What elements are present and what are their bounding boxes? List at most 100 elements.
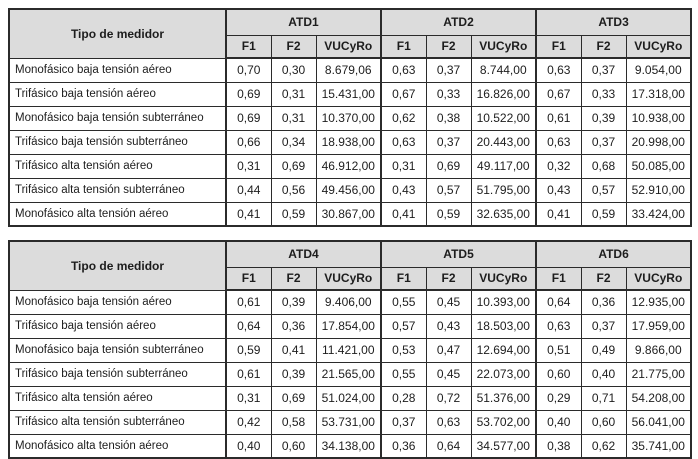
value-cell: 56.041,00 bbox=[625, 409, 692, 435]
value-cell: 0,67 bbox=[535, 81, 582, 107]
row-label: Trifásico baja tensión aéreo bbox=[8, 313, 227, 339]
sub-header-atd6-vucyro: VUCyRo bbox=[625, 266, 692, 291]
row-label: Monofásico alta tensión aéreo bbox=[8, 433, 227, 459]
value-cell: 0,53 bbox=[380, 337, 427, 363]
table-row: Monofásico baja tensión aéreo 0,61 0,39 9.4… bbox=[8, 289, 692, 315]
value-cell: 8.679,06 bbox=[315, 57, 382, 83]
value-cell: 12.935,00 bbox=[625, 289, 692, 315]
value-cell: 51.795,00 bbox=[470, 177, 537, 203]
value-cell: 50.085,00 bbox=[625, 153, 692, 179]
value-cell: 30.867,00 bbox=[315, 201, 382, 227]
value-cell: 0,39 bbox=[270, 289, 317, 315]
value-cell: 21.565,00 bbox=[315, 361, 382, 387]
value-cell: 9.054,00 bbox=[625, 57, 692, 83]
value-cell: 0,57 bbox=[425, 177, 472, 203]
value-cell: 0,41 bbox=[270, 337, 317, 363]
value-cell: 16.826,00 bbox=[470, 81, 537, 107]
row-label: Trifásico alta tensión aéreo bbox=[8, 385, 227, 411]
row-label: Trifásico alta tensión aéreo bbox=[8, 153, 227, 179]
value-cell: 0,28 bbox=[380, 385, 427, 411]
value-cell: 0,43 bbox=[380, 177, 427, 203]
value-cell: 0,69 bbox=[425, 153, 472, 179]
sub-header-atd2-vucyro: VUCyRo bbox=[470, 34, 537, 59]
row-label: Trifásico alta tensión subterráneo bbox=[8, 409, 227, 435]
value-cell: 0,60 bbox=[580, 409, 627, 435]
value-cell: 0,56 bbox=[270, 177, 317, 203]
value-cell: 18.503,00 bbox=[470, 313, 537, 339]
value-cell: 0,36 bbox=[270, 313, 317, 339]
value-cell: 0,37 bbox=[580, 57, 627, 83]
sub-header-atd4-f1: F1 bbox=[225, 266, 272, 291]
row-label: Monofásico baja tensión subterráneo bbox=[8, 105, 227, 131]
value-cell: 9.866,00 bbox=[625, 337, 692, 363]
table-row: Trifásico alta tensión subterráneo 0,44 0,… bbox=[8, 177, 692, 203]
value-cell: 0,37 bbox=[425, 129, 472, 155]
group-header-atd2: ATD2 bbox=[380, 8, 537, 36]
value-cell: 0,39 bbox=[270, 361, 317, 387]
value-cell: 0,43 bbox=[425, 313, 472, 339]
value-cell: 0,37 bbox=[580, 129, 627, 155]
value-cell: 0,59 bbox=[580, 201, 627, 227]
table-row: Trifásico baja tensión aéreo 0,64 0,36 17.8… bbox=[8, 313, 692, 339]
row-label: Monofásico baja tensión aéreo bbox=[8, 57, 227, 83]
value-cell: 0,40 bbox=[580, 361, 627, 387]
value-cell: 0,68 bbox=[580, 153, 627, 179]
value-cell: 0,61 bbox=[225, 289, 272, 315]
value-cell: 0,41 bbox=[380, 201, 427, 227]
row-label: Trifásico baja tensión subterráneo bbox=[8, 361, 227, 387]
meter-table-atd4-6: Tipo de medidor ATD4 ATD5 ATD6 F1 F2 VUCyRo F1 F… bbox=[8, 240, 693, 459]
value-cell: 0,41 bbox=[225, 201, 272, 227]
table-row: Trifásico alta tensión subterráneo 0,42 0,… bbox=[8, 409, 692, 435]
value-cell: 49.117,00 bbox=[470, 153, 537, 179]
value-cell: 0,37 bbox=[380, 409, 427, 435]
value-cell: 0,33 bbox=[580, 81, 627, 107]
value-cell: 0,29 bbox=[535, 385, 582, 411]
value-cell: 20.443,00 bbox=[470, 129, 537, 155]
table-row: Trifásico baja tensión subterráneo 0,66 0,… bbox=[8, 129, 692, 155]
value-cell: 46.912,00 bbox=[315, 153, 382, 179]
value-cell: 20.998,00 bbox=[625, 129, 692, 155]
table-row: Trifásico baja tensión subterráneo 0,61 0,… bbox=[8, 361, 692, 387]
sub-header-atd6-f1: F1 bbox=[535, 266, 582, 291]
value-cell: 0,58 bbox=[270, 409, 317, 435]
value-cell: 0,63 bbox=[535, 129, 582, 155]
value-cell: 0,69 bbox=[225, 105, 272, 131]
value-cell: 0,69 bbox=[270, 385, 317, 411]
row-label: Monofásico baja tensión subterráneo bbox=[8, 337, 227, 363]
value-cell: 0,62 bbox=[580, 433, 627, 459]
table-row: Trifásico alta tensión aéreo 0,31 0,69 51.0… bbox=[8, 385, 692, 411]
sub-header-atd3-vucyro: VUCyRo bbox=[625, 34, 692, 59]
value-cell: 0,36 bbox=[380, 433, 427, 459]
value-cell: 0,63 bbox=[380, 57, 427, 83]
value-cell: 22.073,00 bbox=[470, 361, 537, 387]
value-cell: 0,47 bbox=[425, 337, 472, 363]
meter-type-header: Tipo de medidor bbox=[8, 8, 227, 59]
value-cell: 0,36 bbox=[580, 289, 627, 315]
value-cell: 0,64 bbox=[425, 433, 472, 459]
sub-header-atd1-f2: F2 bbox=[270, 34, 317, 59]
meter-type-header: Tipo de medidor bbox=[8, 240, 227, 291]
value-cell: 51.376,00 bbox=[470, 385, 537, 411]
value-cell: 17.854,00 bbox=[315, 313, 382, 339]
value-cell: 0,38 bbox=[425, 105, 472, 131]
value-cell: 0,43 bbox=[535, 177, 582, 203]
sub-header-atd1-f1: F1 bbox=[225, 34, 272, 59]
value-cell: 0,37 bbox=[580, 313, 627, 339]
value-cell: 21.775,00 bbox=[625, 361, 692, 387]
value-cell: 53.731,00 bbox=[315, 409, 382, 435]
value-cell: 0,31 bbox=[225, 153, 272, 179]
value-cell: 10.370,00 bbox=[315, 105, 382, 131]
value-cell: 0,69 bbox=[270, 153, 317, 179]
table-row: Trifásico baja tensión aéreo 0,69 0,31 15.4… bbox=[8, 81, 692, 107]
sub-header-atd2-f1: F1 bbox=[380, 34, 427, 59]
value-cell: 0,59 bbox=[225, 337, 272, 363]
sub-header-atd1-vucyro: VUCyRo bbox=[315, 34, 382, 59]
value-cell: 0,31 bbox=[380, 153, 427, 179]
group-header-atd4: ATD4 bbox=[224, 240, 382, 268]
group-header-atd5: ATD5 bbox=[380, 240, 537, 268]
row-label: Monofásico baja tensión aéreo bbox=[8, 289, 227, 315]
value-cell: 0,63 bbox=[535, 57, 582, 83]
value-cell: 0,37 bbox=[425, 57, 472, 83]
value-cell: 0,63 bbox=[380, 129, 427, 155]
table-row: Monofásico alta tensión aéreo 0,40 0,60 34.… bbox=[8, 433, 692, 459]
